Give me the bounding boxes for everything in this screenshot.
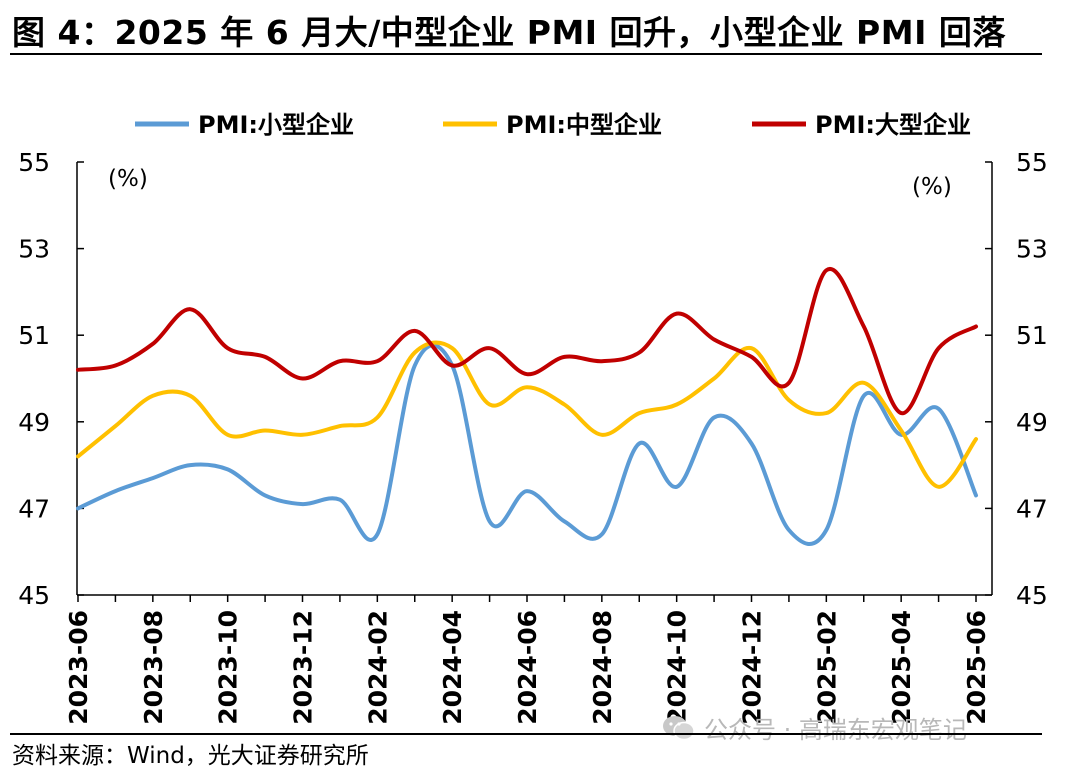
x-tick-label: 2025-06	[962, 610, 991, 725]
series-line-medium	[76, 340, 978, 489]
footer-rule	[10, 733, 1042, 735]
x-tick-label: 2025-02	[812, 610, 841, 725]
x-tick-label: 2024-04	[438, 610, 467, 725]
y-tick-label-left: 47	[18, 494, 50, 523]
legend-label: PMI:大型企业	[815, 111, 971, 139]
x-axis-labels: 2023-06 2023-08 2023-10 2023-12 2024-02 2024-…	[64, 610, 991, 725]
x-tick-label: 2023-08	[139, 610, 168, 725]
y-tick-label-left: 45	[18, 581, 50, 610]
watermark: 公众号 · 高瑞东宏观笔记	[662, 710, 967, 745]
x-tick-label: 2024-08	[588, 610, 617, 725]
x-tick-label: 2023-10	[214, 610, 243, 725]
y-tick-label-left: 55	[18, 148, 50, 177]
legend-label: PMI:中型企业	[506, 111, 662, 139]
legend-item-large: PMI:大型企业	[752, 111, 971, 139]
y-tick-label-left: 53	[18, 235, 50, 264]
series-line-small	[76, 343, 978, 546]
plot-frame	[76, 161, 993, 602]
y-tick-label-left: 51	[18, 321, 50, 350]
line-chart: 45 47 49 51 53 55 45 47 49 51 53 55 2023-06 2023-08…	[18, 111, 1048, 725]
x-tick-label: 2024-02	[363, 610, 392, 725]
series-line-large	[76, 266, 978, 416]
x-tick-label: 2024-12	[738, 610, 767, 725]
legend: PMI:小型企业 PMI:中型企业 PMI:大型企业	[135, 111, 971, 139]
legend-item-small: PMI:小型企业	[135, 111, 354, 139]
y-tick-label-right: 45	[1016, 581, 1048, 610]
wechat-icon	[663, 715, 695, 740]
watermark-text: 公众号 · 高瑞东宏观笔记	[704, 716, 967, 744]
series-lines	[76, 266, 978, 546]
x-tick-label: 2025-04	[887, 610, 916, 725]
x-tick-label: 2023-12	[289, 610, 318, 725]
x-tick-label: 2023-06	[64, 610, 93, 725]
y-tick-label-right: 49	[1016, 408, 1048, 437]
unit-label-left: (%)	[108, 166, 148, 192]
y-tick-label-right: 53	[1016, 235, 1048, 264]
legend-item-medium: PMI:中型企业	[443, 111, 662, 139]
legend-label: PMI:小型企业	[198, 111, 354, 139]
y-tick-label-right: 47	[1016, 494, 1048, 523]
chart-title: 图 4：2025 年 6 月大/中型企业 PMI 回升，小型企业 PMI 回落	[12, 13, 1006, 52]
x-tick-label: 2024-10	[663, 610, 692, 725]
y-tick-label-right: 51	[1016, 321, 1048, 350]
unit-label-right: (%)	[912, 174, 952, 200]
source-note: 资料来源：Wind，光大证券研究所	[12, 743, 369, 769]
y-axis-right-labels: 45 47 49 51 53 55	[1016, 148, 1048, 610]
x-tick-label: 2024-06	[513, 610, 542, 725]
y-axis-left-labels: 45 47 49 51 53 55	[18, 148, 50, 610]
title-rule	[10, 53, 1042, 55]
y-tick-label-left: 49	[18, 408, 50, 437]
y-tick-label-right: 55	[1016, 148, 1048, 177]
